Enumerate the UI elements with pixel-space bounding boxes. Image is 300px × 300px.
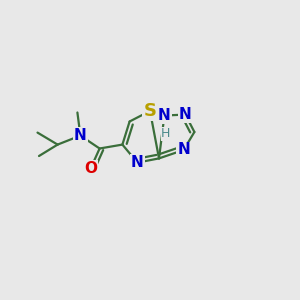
Text: N: N	[179, 107, 192, 122]
Text: N: N	[158, 108, 171, 123]
Text: S: S	[143, 102, 157, 120]
Text: O: O	[84, 161, 97, 176]
Text: N: N	[177, 142, 190, 158]
Text: N: N	[74, 128, 87, 143]
Text: H: H	[161, 127, 171, 140]
Text: N: N	[131, 155, 144, 170]
